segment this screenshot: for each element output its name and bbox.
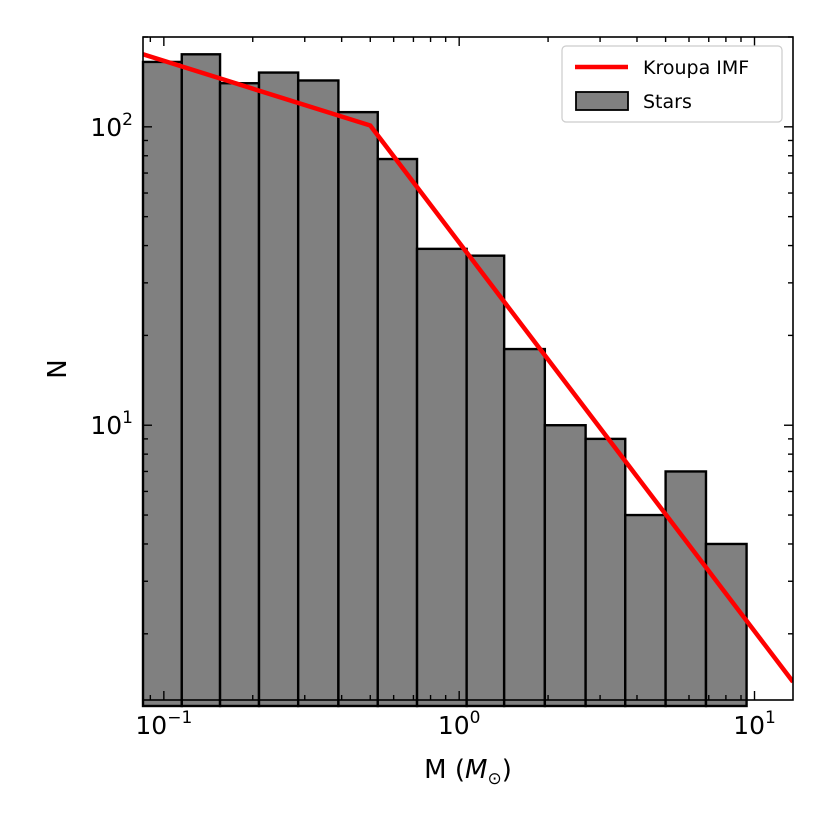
histogram-bar: [218, 82, 261, 708]
histogram-bars: [141, 53, 748, 708]
legend-line-label: Kroupa IMF: [643, 57, 749, 79]
histogram-bar: [543, 424, 587, 708]
histogram-bar: [465, 254, 506, 708]
histogram-bar: [141, 60, 183, 708]
legend-bar-swatch: [575, 91, 629, 111]
histogram-bar: [624, 513, 667, 708]
histogram-bar: [296, 79, 340, 708]
axis-ticks: 10−1 100 101 101 102: [90, 36, 793, 740]
histogram-bar: [180, 53, 222, 708]
x-tick-label: 100: [438, 708, 481, 740]
plot-frame: [142, 36, 794, 701]
histogram-bar: [704, 542, 748, 708]
histogram-bar: [584, 437, 627, 708]
histogram-bar: [257, 71, 300, 708]
x-axis-label: M (M⊙): [424, 755, 512, 789]
x-tick-label: 10−1: [135, 708, 192, 740]
imf-line-group: [143, 52, 793, 684]
histogram-bar: [502, 347, 547, 708]
y-tick-label: 102: [90, 110, 133, 142]
histogram-bar: [664, 470, 708, 708]
y-tick-label: 101: [90, 408, 133, 440]
legend: Kroupa IMF Stars: [561, 45, 783, 123]
histogram-bar: [337, 110, 379, 708]
histogram-bar: [415, 247, 468, 708]
kroupa-imf-line: [143, 52, 793, 684]
histogram-bar: [376, 157, 419, 708]
y-axis-label: N: [43, 359, 73, 378]
legend-bar-label: Stars: [643, 91, 692, 113]
x-tick-label: 101: [733, 708, 776, 740]
